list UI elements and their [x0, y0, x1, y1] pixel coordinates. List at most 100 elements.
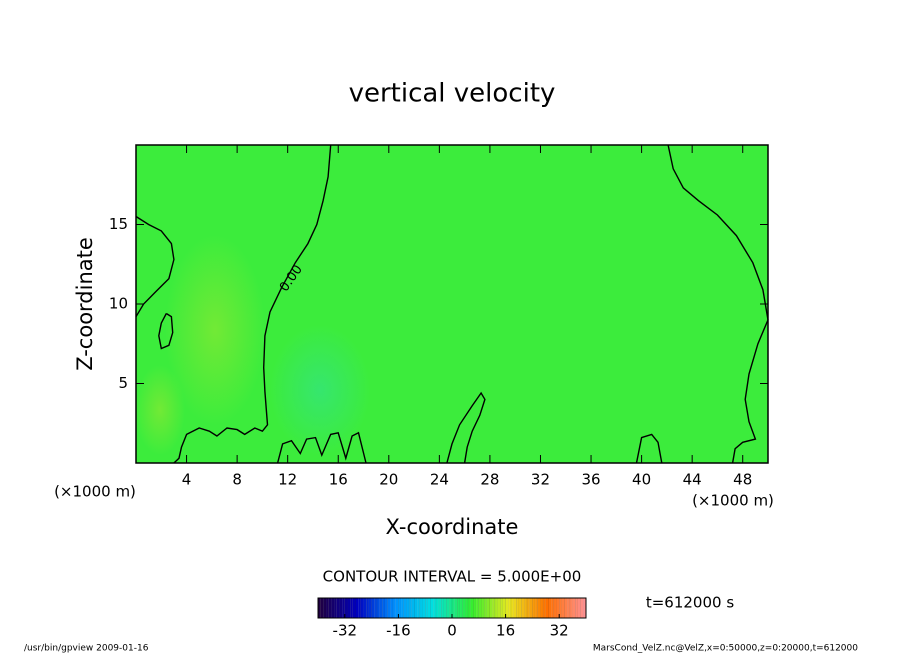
- x-tick-label: 12: [278, 471, 297, 489]
- colorbar-band: [478, 597, 482, 619]
- colorbar-band: [368, 598, 372, 618]
- contour-interval: CONTOUR INTERVAL = 5.000E+00: [323, 568, 582, 586]
- colorbar-band: [347, 598, 351, 618]
- colorbar-band: [567, 598, 570, 618]
- field-shading: [270, 325, 370, 455]
- x-tick-label: 16: [329, 471, 348, 489]
- colorbar-band: [333, 597, 337, 619]
- colorbar-band: [438, 598, 442, 618]
- colorbar-tick-label: -16: [386, 622, 411, 640]
- colorbar-band: [417, 598, 420, 618]
- colorbar-band: [443, 598, 447, 618]
- colorbar-band: [524, 598, 528, 618]
- y-tick-label: 10: [109, 295, 128, 313]
- colorbar-band: [486, 598, 490, 618]
- y-tick-label: 15: [109, 215, 128, 233]
- colorbar-band: [382, 597, 386, 619]
- colorbar-band: [454, 598, 458, 618]
- colorbar-band: [470, 598, 474, 618]
- contour-line: [135, 215, 175, 318]
- colorbar-band: [510, 597, 514, 619]
- colorbar-band: [481, 598, 485, 618]
- colorbar-band: [583, 598, 586, 618]
- chart-title: vertical velocity: [349, 79, 556, 109]
- colorbar-band: [460, 598, 463, 618]
- colorbar-tick-label: 0: [447, 622, 457, 640]
- colorbar-band: [483, 597, 488, 619]
- colorbar-band: [497, 598, 501, 618]
- colorbar-band: [575, 597, 579, 619]
- colorbar-band: [430, 597, 434, 619]
- contour-line: [173, 144, 332, 464]
- contour-line: [635, 433, 663, 464]
- colorbar-band: [387, 597, 391, 619]
- colorbar-band: [494, 597, 498, 619]
- colorbar-band: [580, 597, 584, 619]
- colorbar-band: [457, 597, 461, 619]
- colorbar-band: [358, 598, 361, 618]
- colorbar-band: [521, 597, 525, 619]
- colorbar-band: [406, 598, 410, 618]
- colorbar-band: [476, 598, 479, 618]
- footer-left: /usr/bin/gpview 2009-01-16: [24, 644, 149, 654]
- colorbar-band: [336, 598, 340, 618]
- colorbar-band: [328, 597, 332, 619]
- x-unit: (×1000 m): [54, 483, 136, 501]
- colorbar-band: [502, 598, 506, 618]
- colorbar-band: [379, 598, 383, 618]
- colorbar-band: [465, 598, 469, 618]
- colorbar-band: [529, 598, 533, 618]
- x-tick-label: 4: [182, 471, 192, 489]
- contour-line: [667, 144, 769, 321]
- colorbar-band: [355, 597, 359, 619]
- colorbar-band: [339, 597, 343, 619]
- colorbar-band: [427, 598, 431, 618]
- colorbar-band: [425, 597, 429, 619]
- colorbar-band: [390, 598, 394, 618]
- x-tick-label: 36: [581, 471, 600, 489]
- colorbar-band: [342, 598, 345, 618]
- x-tick-label: 20: [379, 471, 398, 489]
- colorbar-band: [419, 597, 423, 619]
- colorbar-band: [414, 597, 418, 619]
- time-label: t=612000 s: [646, 594, 734, 612]
- x-tick-label: 8: [232, 471, 242, 489]
- colorbar-band: [441, 597, 445, 619]
- y-tick-label: 5: [118, 374, 128, 392]
- field-shading: [135, 365, 185, 455]
- colorbar-band: [323, 597, 327, 619]
- colorbar-band: [363, 598, 367, 618]
- x-tick-label: 40: [632, 471, 651, 489]
- colorbar-band: [492, 598, 495, 618]
- colorbar-band: [516, 597, 520, 619]
- colorbar-tick-label: -32: [333, 622, 358, 640]
- contour-line: [731, 319, 769, 464]
- colorbar-band: [352, 598, 356, 618]
- colorbar-band: [449, 598, 452, 618]
- colorbar-band: [326, 598, 329, 618]
- colorbar-band: [435, 597, 439, 619]
- contour-line: [158, 312, 174, 350]
- colorbar-band: [526, 597, 530, 619]
- colorbar-band: [467, 597, 471, 619]
- contour-line: [276, 431, 367, 464]
- colorbar-tick-label: 16: [496, 622, 515, 640]
- field-shading: [165, 235, 265, 425]
- colorbar-band: [532, 597, 536, 619]
- colorbar-band: [556, 598, 560, 618]
- colorbar-band: [548, 597, 552, 619]
- colorbar-band: [411, 598, 415, 618]
- x-tick-label: 48: [733, 471, 752, 489]
- colorbar-tick-label: 32: [550, 622, 569, 640]
- colorbar-band: [392, 597, 396, 619]
- colorbar-band: [569, 597, 573, 619]
- colorbar-band: [535, 598, 538, 618]
- colorbar-band: [473, 597, 477, 619]
- x-axis-label: X-coordinate: [386, 515, 519, 539]
- contour-line: [446, 391, 486, 464]
- footer-right: MarsCond_VelZ.nc@VelZ,x=0:50000,z=0:2000…: [593, 644, 858, 654]
- colorbar-band: [500, 597, 504, 619]
- x-unit: (×1000 m): [692, 492, 774, 510]
- colorbar-band: [519, 598, 522, 618]
